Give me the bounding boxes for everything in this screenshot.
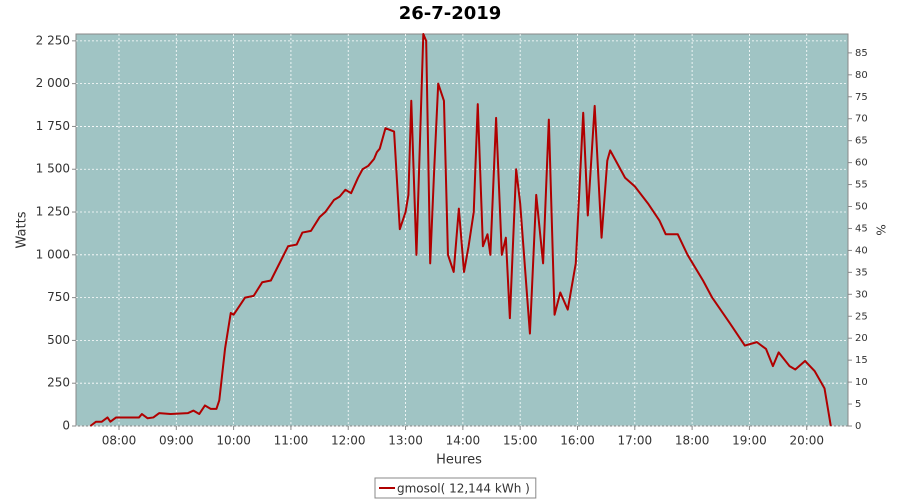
- y-tick-label: 750: [47, 290, 70, 304]
- y2-tick-label: 80: [855, 70, 868, 81]
- x-tick-label: 16:00: [560, 434, 595, 448]
- y2-tick-label: 55: [855, 180, 868, 191]
- y2-tick-label: 5: [855, 399, 861, 410]
- y2-tick-label: 40: [855, 245, 868, 256]
- x-tick-label: 08:00: [102, 434, 137, 448]
- y2-tick-label: 35: [855, 267, 868, 278]
- y2-tick-label: 30: [855, 289, 868, 300]
- y2-tick-label: 60: [855, 158, 868, 169]
- x-tick-label: 14:00: [446, 434, 481, 448]
- y2-axis-label: %: [874, 224, 888, 235]
- plot-area: [75, 33, 849, 427]
- y-tick-label: 500: [47, 333, 70, 347]
- y-tick-label: 0: [62, 419, 70, 433]
- x-tick-label: 17:00: [618, 434, 653, 448]
- y2-tick-label: 0: [855, 421, 861, 432]
- x-tick-label: 09:00: [159, 434, 194, 448]
- y2-tick-label: 65: [855, 136, 868, 147]
- y-tick-label: 1 250: [36, 205, 70, 219]
- y2-tick-label: 15: [855, 355, 868, 366]
- y-tick-label: 250: [47, 376, 70, 390]
- x-tick-label: 19:00: [732, 434, 767, 448]
- x-tick-label: 12:00: [331, 434, 366, 448]
- x-tick-label: 10:00: [216, 434, 251, 448]
- y2-tick-label: 75: [855, 92, 868, 103]
- legend-box: [374, 477, 537, 499]
- y-tick-label: 2 000: [36, 76, 70, 90]
- y2-tick-label: 20: [855, 333, 868, 344]
- y2-tick-label: 25: [855, 311, 868, 322]
- x-axis-label: Heures: [436, 453, 482, 468]
- x-tick-label: 13:00: [388, 434, 423, 448]
- y2-tick-label: 50: [855, 202, 868, 213]
- data-line: [89, 33, 832, 427]
- x-tick-label: 11:00: [274, 434, 309, 448]
- x-tick-label: 15:00: [503, 434, 538, 448]
- y-tick-label: 2 250: [36, 33, 70, 47]
- y-axis-label: Watts: [15, 211, 30, 248]
- y-tick-label: 1 500: [36, 162, 70, 176]
- y2-tick-label: 70: [855, 114, 868, 125]
- y2-tick-label: 10: [855, 377, 868, 388]
- x-tick-label: 18:00: [675, 434, 710, 448]
- chart-title: 26-7-2019: [399, 3, 502, 24]
- y2-tick-label: 45: [855, 223, 868, 234]
- y-tick-label: 1 750: [36, 119, 70, 133]
- y2-tick-label: 85: [855, 48, 868, 59]
- legend-label: gmosol( 12,144 kWh ): [397, 482, 530, 496]
- x-tick-label: 20:00: [789, 434, 824, 448]
- y-tick-label: 1 000: [36, 247, 70, 261]
